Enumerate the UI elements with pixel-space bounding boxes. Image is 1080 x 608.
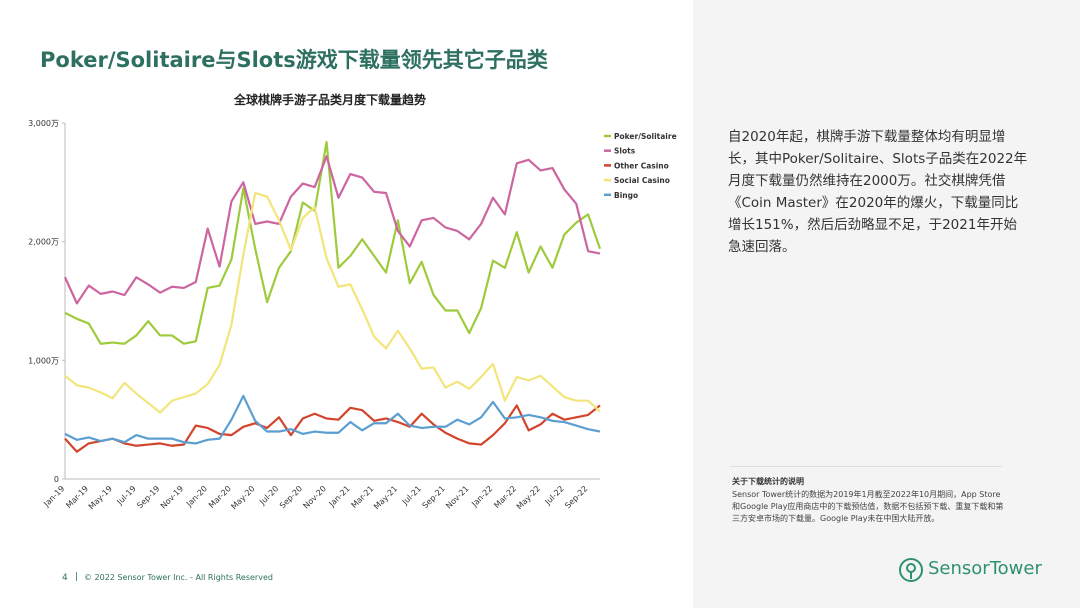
series-line <box>64 191 601 414</box>
x-tick-label: Mar-21 <box>350 484 376 510</box>
x-tick-label: Mar-20 <box>207 484 233 510</box>
series-line <box>63 155 601 305</box>
x-tick-label: Jan-20 <box>184 484 209 509</box>
copyright: © 2022 Sensor Tower Inc. - All Rights Re… <box>84 573 273 582</box>
x-tick-label: Nov-20 <box>301 484 327 510</box>
series-line <box>64 394 601 445</box>
side-panel <box>693 0 1080 608</box>
x-tick-label: May-19 <box>87 484 114 511</box>
slide-title: Poker/Solitaire与Slots游戏下载量领先其它子品类 <box>40 48 548 72</box>
x-tick-label: Sep-22 <box>563 484 589 510</box>
sidebar-text: 自2020年起，棋牌手游下载量整体均有明显增长，其中Poker/Solitair… <box>728 129 1028 255</box>
x-tick-label: Sep-20 <box>278 484 304 510</box>
series-line <box>64 404 601 453</box>
x-tick-label: May-21 <box>372 484 399 511</box>
x-tick-label: Sep-19 <box>135 484 161 510</box>
x-tick-label: Mar-19 <box>64 484 90 510</box>
separator: | <box>75 572 79 582</box>
x-tick-label: Mar-22 <box>492 484 518 510</box>
legend-label: Other Casino <box>614 161 669 170</box>
page-number: 4 <box>62 573 68 583</box>
series-line <box>64 140 602 345</box>
y-tick-label: 1,000万 <box>28 356 59 365</box>
x-tick-label: Nov-19 <box>159 484 185 510</box>
chart: 全球棋牌手游子品类月度下载量趋势 0 1,000万 2,000万 3,000万 Jan-… <box>28 92 677 511</box>
y-tick-label: 3,000万 <box>28 119 59 128</box>
logo-text: SensorTower <box>928 558 1042 579</box>
note-title: 关于下载统计的说明 <box>732 477 804 486</box>
x-tick-label: Sep-21 <box>421 484 447 510</box>
divider <box>730 466 1002 467</box>
legend-label: Poker/Solitaire <box>614 132 677 141</box>
y-tick-label: 2,000万 <box>28 238 59 247</box>
x-tick-label: Jan-19 <box>41 484 66 509</box>
note-body: Sensor Tower统计的数据为2019年1月截至2022年10月期间，Ap… <box>732 490 1004 523</box>
x-tick-label: Nov-21 <box>444 484 470 510</box>
x-tick-label: May-20 <box>229 484 256 511</box>
legend-label: Bingo <box>614 191 638 200</box>
legend-label: Social Casino <box>614 176 670 185</box>
x-tick-label: Jan-21 <box>327 484 352 509</box>
legend-label: Slots <box>614 147 636 156</box>
y-tick-label: 0 <box>54 475 59 484</box>
logo-icon <box>899 558 923 582</box>
chart-title: 全球棋牌手游子品类月度下载量趋势 <box>233 92 426 107</box>
x-tick-label: Jan-22 <box>469 484 494 509</box>
x-tick-label: May-22 <box>515 484 542 511</box>
